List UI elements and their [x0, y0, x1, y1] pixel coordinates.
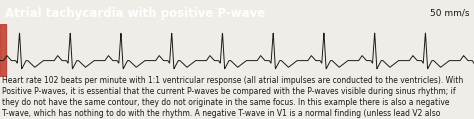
- Text: Atrial tachycardia with positive P-wave: Atrial tachycardia with positive P-wave: [5, 7, 265, 20]
- Text: Heart rate 102 beats per minute with 1:1 ventricular response (all atrial impuls: Heart rate 102 beats per minute with 1:1…: [2, 76, 464, 119]
- Text: 50 mm/s: 50 mm/s: [430, 9, 470, 18]
- Bar: [0, 24, 6, 77]
